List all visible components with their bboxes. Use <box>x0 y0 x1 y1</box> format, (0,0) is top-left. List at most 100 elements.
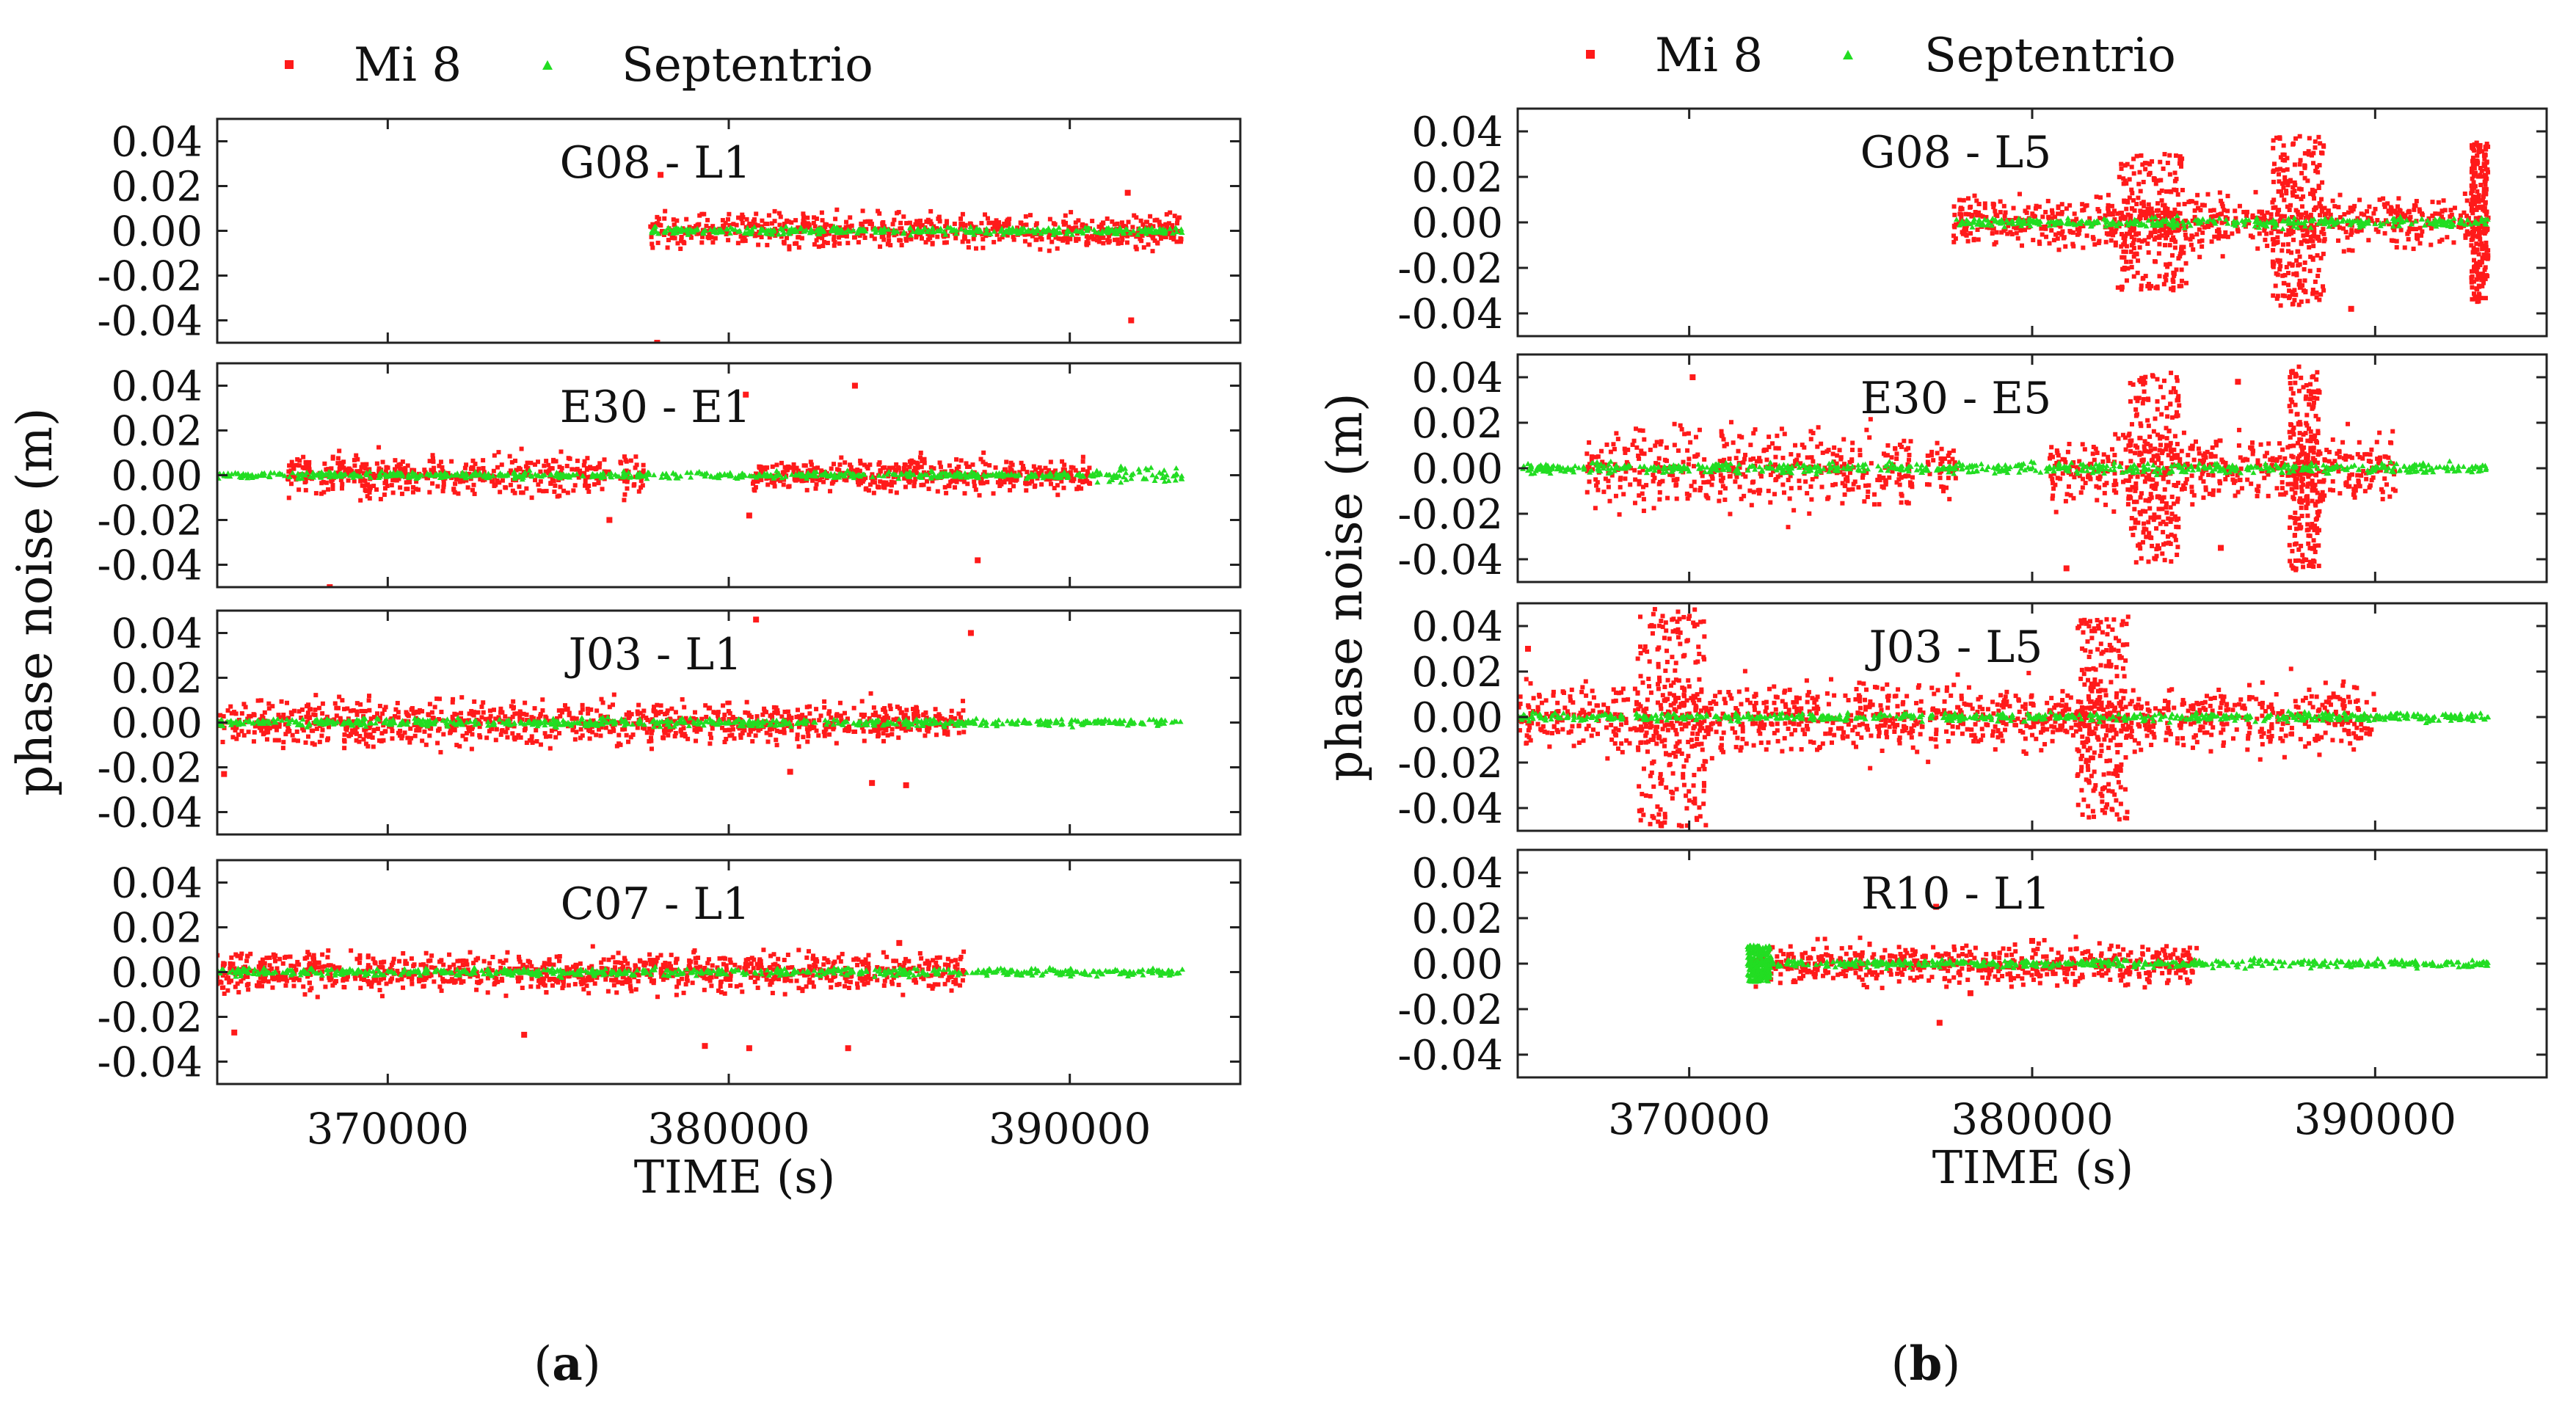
mi8-point <box>862 462 867 468</box>
mi8-point <box>624 459 629 464</box>
mi8-point <box>380 459 385 465</box>
septentrio-point <box>955 722 961 728</box>
septentrio-point <box>779 227 786 233</box>
mi8-point <box>1158 236 1163 241</box>
mi8-point <box>327 978 332 983</box>
mi8-point <box>769 713 774 718</box>
septentrio-point <box>636 716 643 722</box>
mi8-point <box>653 713 658 718</box>
mi8-point <box>745 964 750 969</box>
mi8-point <box>553 483 558 488</box>
mi8-point <box>862 235 867 240</box>
mi8-point <box>338 460 343 465</box>
mi8-point <box>382 707 387 712</box>
mi8-point <box>752 488 757 493</box>
mi8-point <box>413 487 418 492</box>
mi8-point <box>964 461 969 466</box>
mi8-point <box>785 709 790 714</box>
mi8-point <box>479 715 484 720</box>
septentrio-point <box>629 721 636 727</box>
mi8-point <box>540 697 545 702</box>
mi8-point <box>884 713 889 719</box>
mi8-point <box>652 709 658 714</box>
mi8-point <box>374 461 379 466</box>
septentrio-point <box>586 717 593 723</box>
mi8-point <box>599 696 604 702</box>
septentrio-point <box>931 720 937 726</box>
septentrio-point <box>782 473 789 479</box>
septentrio-point <box>396 721 403 727</box>
mi8-point <box>262 710 267 715</box>
septentrio-point <box>618 716 625 721</box>
mi8-point <box>624 712 629 717</box>
mi8-point <box>625 479 630 484</box>
mi8-point <box>1143 219 1149 225</box>
mi8-point <box>894 462 899 467</box>
septentrio-point <box>346 720 353 726</box>
mi8-point <box>903 728 909 733</box>
mi8-point <box>426 713 432 718</box>
mi8-point <box>374 473 379 479</box>
septentrio-point <box>885 226 892 232</box>
septentrio-point <box>625 721 631 727</box>
septentrio-point <box>1019 229 1026 235</box>
mi8-point <box>241 702 247 707</box>
septentrio-point <box>605 714 611 720</box>
mi8-point <box>291 465 296 470</box>
mi8-point <box>342 739 347 744</box>
mi8-point <box>848 215 853 220</box>
septentrio-point <box>454 470 461 476</box>
septentrio-point <box>1089 473 1096 479</box>
septentrio-point <box>1025 227 1032 233</box>
mi8-point <box>337 694 342 699</box>
mi8-point <box>881 233 886 238</box>
septentrio-point <box>506 720 513 726</box>
septentrio-point <box>754 721 761 727</box>
mi8-point <box>396 710 401 715</box>
mi8-point <box>1051 221 1056 226</box>
mi8-point <box>264 956 269 961</box>
septentrio-point <box>542 722 548 728</box>
mi8-point <box>602 457 607 462</box>
mi8-point <box>753 471 758 476</box>
mi8-point <box>241 732 247 738</box>
mi8-point <box>464 462 469 468</box>
mi8-point <box>694 738 699 743</box>
mi8-point <box>454 477 459 482</box>
septentrio-point <box>823 721 830 727</box>
septentrio-point <box>1153 473 1160 479</box>
mi8-point <box>869 222 874 227</box>
mi8-point <box>807 727 812 732</box>
mi8-point <box>898 226 903 231</box>
mi8-point <box>944 240 949 245</box>
mi8-point <box>1168 210 1173 215</box>
mi8-point <box>305 704 310 709</box>
mi8-point <box>796 714 801 719</box>
mi8-point <box>780 470 785 475</box>
septentrio-point <box>658 474 665 480</box>
septentrio-point <box>732 226 738 232</box>
mi8-point <box>667 961 672 966</box>
mi8-point <box>448 727 454 732</box>
septentrio-point <box>1080 473 1087 479</box>
mi8-point <box>229 710 234 716</box>
septentrio-point <box>1120 228 1127 234</box>
mi8-point <box>908 727 913 732</box>
septentrio-point <box>746 722 753 728</box>
mi8-point <box>958 458 964 463</box>
septentrio-point <box>776 231 782 237</box>
mi8-point <box>794 241 799 246</box>
septentrio-point <box>810 719 817 724</box>
septentrio-point <box>760 718 766 724</box>
mi8-point <box>496 715 501 720</box>
septentrio-point <box>973 225 980 231</box>
mi8-point <box>992 239 997 244</box>
septentrio-point <box>1040 473 1047 479</box>
septentrio-point <box>588 720 594 726</box>
mi8-point <box>868 729 873 734</box>
mi8-outlier-point <box>1124 189 1131 196</box>
mi8-point <box>692 710 697 715</box>
mi8-point <box>847 724 852 730</box>
mi8-point <box>488 720 493 725</box>
